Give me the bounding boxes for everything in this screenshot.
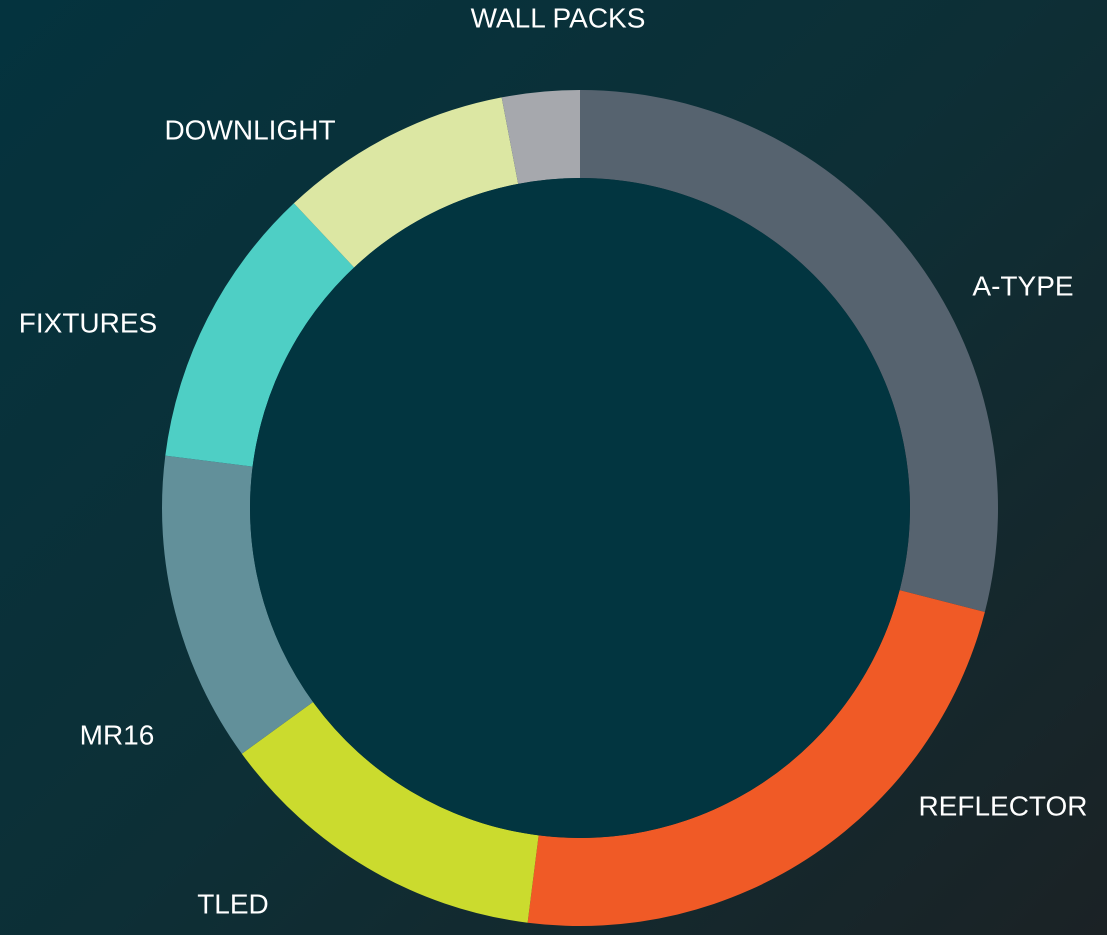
slice-label: FIXTURES — [19, 307, 157, 338]
slices — [161, 90, 998, 926]
slice — [165, 203, 355, 467]
slice — [293, 97, 519, 268]
slice — [580, 90, 998, 612]
slice — [241, 701, 539, 923]
slice — [161, 455, 314, 754]
slice-label: MR16 — [80, 719, 155, 750]
slice-label: DOWNLIGHT — [164, 114, 335, 145]
slice — [501, 90, 580, 184]
slice-label: REFLECTOR — [918, 790, 1087, 821]
labels: A-TYPE REFLECTOR TLED MR16 FIXTURES DOWNLIGHT… — [19, 2, 1088, 919]
slice-label: TLED — [197, 888, 269, 919]
slice-label: A-TYPE — [972, 270, 1073, 301]
donut-hole — [250, 178, 910, 838]
slice-label: WALL PACKS — [471, 2, 646, 33]
slice — [527, 590, 985, 926]
